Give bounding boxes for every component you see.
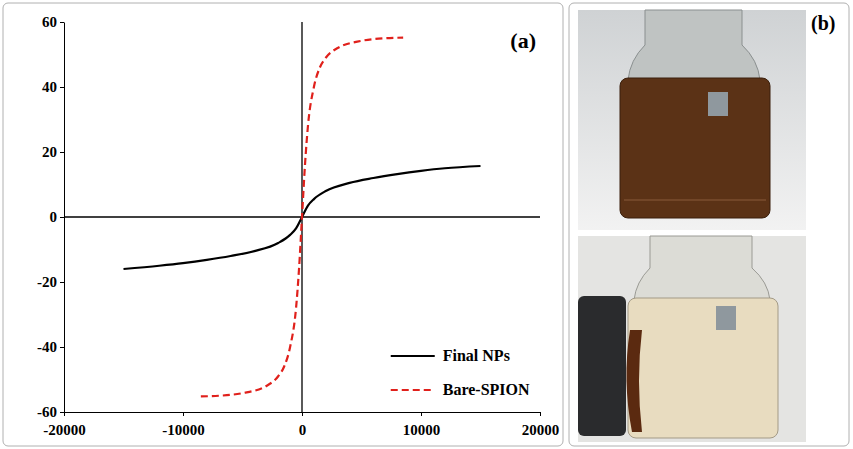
panel-b-frame (569, 3, 849, 446)
x-tick-mark (540, 412, 541, 416)
y-tick-mark (60, 282, 64, 283)
y-tick: 0 (50, 209, 65, 225)
y-axis: -60 -40 -20 0 20 40 60 (37, 14, 65, 420)
y-tick-label: -40 (37, 339, 57, 355)
legend-entry: Bare-SPION (391, 381, 530, 398)
y-tick-mark (60, 152, 64, 153)
legend-label: Bare-SPION (443, 381, 530, 398)
y-tick-label: 0 (50, 209, 58, 225)
y-tick-label: 40 (42, 79, 57, 95)
x-tick: 20000 (522, 412, 560, 438)
x-tick-mark (421, 412, 422, 416)
photo-top (578, 10, 806, 230)
x-tick-mark (64, 412, 65, 416)
x-tick-label: 10000 (403, 422, 441, 438)
x-axis: -20000 -10000 0 10000 20000 (43, 412, 559, 438)
y-tick: -20 (37, 274, 64, 290)
bottle-label (716, 306, 736, 330)
y-tick-label: -60 (37, 404, 57, 420)
bottle-line (624, 200, 766, 201)
y-tick: -40 (37, 339, 64, 355)
legend-swatch (391, 355, 435, 357)
y-tick-mark (60, 412, 64, 413)
attracted-particles (626, 330, 642, 432)
y-tick-label: 60 (42, 14, 57, 30)
bottle-neck (628, 10, 760, 80)
photo-background (578, 236, 806, 442)
legend-label: Final NPs (443, 347, 510, 364)
y-tick-label: 20 (42, 144, 57, 160)
figure: -20000 -10000 0 10000 20000 -60 -40 -20 0 20 40 60 (… (0, 0, 853, 449)
panel-a-frame (3, 3, 563, 446)
x-tick: 10000 (403, 412, 441, 438)
photo-bottom (578, 236, 806, 442)
legend: Final NPs Bare-SPION (391, 347, 530, 398)
x-tick: 0 (299, 412, 307, 438)
plot-area (124, 38, 481, 397)
y-tick: 40 (42, 79, 64, 95)
legend-swatch (391, 389, 435, 391)
magnet (578, 296, 626, 436)
series-line (201, 38, 403, 397)
y-tick: 20 (42, 144, 64, 160)
photo-background (578, 10, 806, 230)
x-tick-mark (183, 412, 184, 416)
x-tick-label: -20000 (43, 422, 86, 438)
x-tick-label: 20000 (522, 422, 560, 438)
bottle-liquid (620, 78, 770, 218)
y-tick-mark (60, 87, 64, 88)
legend-entry: Final NPs (391, 347, 510, 364)
x-tick-label: -10000 (162, 422, 205, 438)
panel-label: (a) (510, 28, 536, 53)
x-tick: -10000 (162, 412, 205, 438)
y-tick-mark (60, 217, 64, 218)
y-tick-label: -20 (37, 274, 57, 290)
y-tick-mark (60, 22, 64, 23)
panel-label: (b) (811, 12, 835, 35)
y-tick-mark (60, 347, 64, 348)
y-tick: -60 (37, 404, 64, 420)
bottle-neck (634, 236, 770, 300)
bottle-label (708, 92, 728, 116)
x-tick-label: 0 (299, 422, 307, 438)
y-tick: 60 (42, 14, 64, 30)
x-tick-mark (302, 412, 303, 416)
bottle-liquid (628, 298, 778, 438)
